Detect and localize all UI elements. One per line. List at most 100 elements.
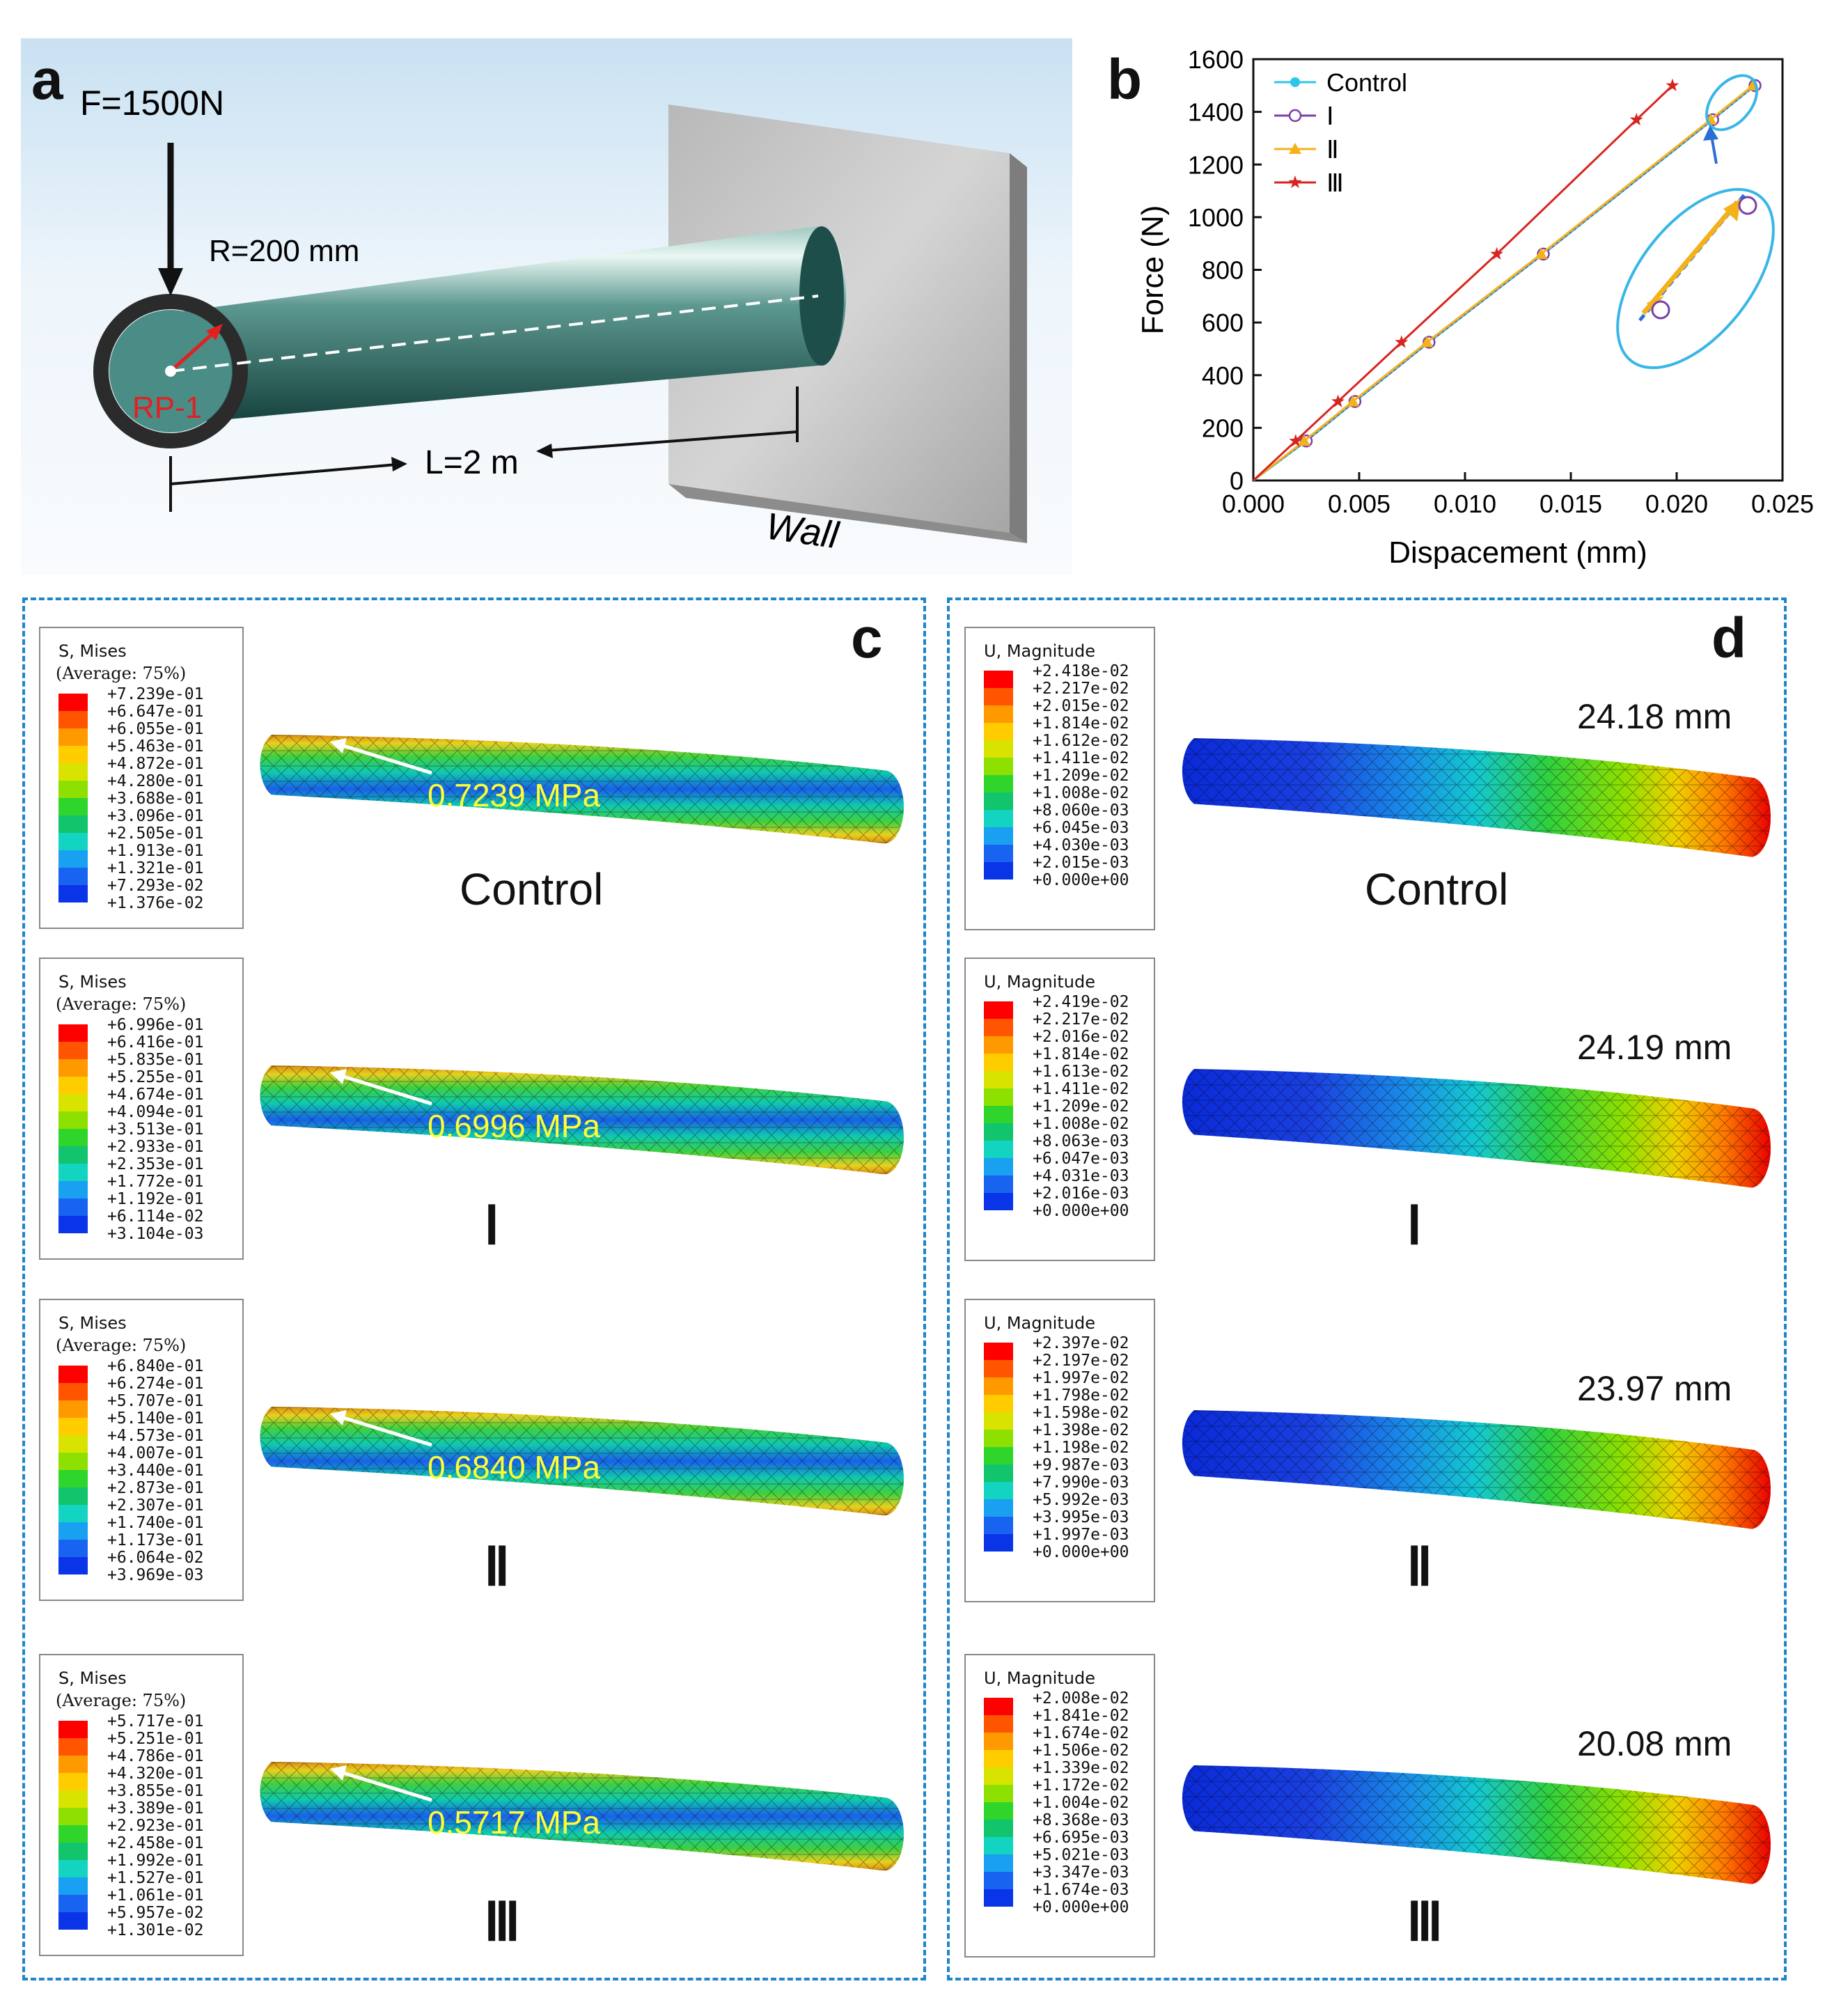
stress-3-legend-tick: +2.873e-01 [107, 1479, 204, 1497]
disp-1-legend-swatch [984, 845, 1013, 862]
stress-3-legend-tick: +5.707e-01 [107, 1392, 204, 1410]
stress-4-legend-tick: +5.957e-02 [107, 1904, 204, 1922]
disp-3-legend-tick: +1.997e-02 [1033, 1369, 1129, 1387]
stress-3-legend-tick: +5.140e-01 [107, 1409, 204, 1428]
stress-1-legend-swatch [58, 763, 88, 781]
radius-arrow [169, 329, 217, 373]
zoom-triangle-1 [1723, 198, 1741, 221]
stress-3-legend-swatch [58, 1522, 88, 1540]
stress-2-legend-swatch [58, 1198, 88, 1216]
stress-2-max-value: 0.6996 MPa [428, 1108, 601, 1144]
disp-1-legend-swatch [984, 862, 1013, 880]
disp-4-legend-swatch [984, 1872, 1013, 1889]
disp-1-legend-tick: +2.015e-02 [1033, 697, 1129, 715]
disp-4-legend-tick: +2.008e-02 [1033, 1689, 1129, 1708]
stress-4-legend-swatch [58, 1825, 88, 1843]
stress-1-beam [260, 735, 904, 844]
zoom-line-orange [1641, 200, 1739, 315]
disp-4-legend-tick: +1.339e-02 [1033, 1759, 1129, 1777]
stress-2-legend-swatch [58, 1164, 88, 1181]
disp-1-legend-tick: +2.418e-02 [1033, 662, 1129, 680]
stress-4-beam [260, 1762, 904, 1871]
stress-3-legend-tick: +4.007e-01 [107, 1444, 204, 1462]
disp-2-legend-tick: +1.814e-02 [1033, 1045, 1129, 1063]
disp-4-legend-swatch [984, 1767, 1013, 1785]
disp-1-legend-swatch [984, 705, 1013, 723]
stress-3-model-label: Ⅱ [484, 1538, 510, 1597]
dim-left-arrowhead [391, 457, 407, 471]
disp-2-legend-swatch [984, 1001, 1013, 1019]
stress-2-legend-swatch [58, 1129, 88, 1146]
stress-3-annotation-arrows [330, 1410, 432, 1505]
disp-2-legend-title: U, Magnitude [984, 972, 1095, 992]
legend-label-3: Ⅱ [1326, 135, 1339, 164]
disp-3-legend-swatch [984, 1517, 1013, 1534]
zoom-arrowhead [1703, 125, 1718, 141]
disp-2-legend-swatch [984, 1088, 1013, 1106]
disp-2-legend-tick: +2.016e-03 [1033, 1185, 1129, 1203]
stress-2-legend-swatch [58, 1216, 88, 1233]
stress-4-legend-tick: +1.992e-01 [107, 1852, 204, 1870]
disp-2-legend-swatch [984, 1175, 1013, 1193]
disp-2-legend-swatch [984, 1106, 1013, 1123]
disp-3-legend-tick: +1.997e-03 [1033, 1526, 1129, 1544]
stress-4-legend-swatch [58, 1843, 88, 1860]
stress-2-legend-swatch [58, 1059, 88, 1077]
disp-2-legend-swatch [984, 1071, 1013, 1088]
disp-4-legend-tick: +1.172e-02 [1033, 1776, 1129, 1795]
disp-1-legend-title: U, Magnitude [984, 641, 1095, 661]
zoom-ellipse-small [1705, 74, 1759, 132]
stress-3-legend-swatch [58, 1470, 88, 1487]
stress-2-legend-tick: +6.996e-01 [107, 1016, 204, 1034]
stress-3-legend-tick: +4.573e-01 [107, 1427, 204, 1445]
disp-2-beam [1182, 1069, 1771, 1188]
disp-1-legend-swatch [984, 758, 1013, 775]
pipe-ring [93, 294, 248, 448]
y-tick-label: 800 [1202, 256, 1244, 285]
disp-2-legend: U, Magnitude +2.419e-02 +2.217e-02 +2.016e-… [964, 958, 1155, 1261]
force-label: F=1500N [80, 84, 224, 123]
disp-3-legend-swatch [984, 1482, 1013, 1499]
stress-1-legend-swatch [58, 868, 88, 885]
x-tick-label: 0.005 [1328, 490, 1390, 518]
stress-2-annotation-arrows [330, 1069, 432, 1164]
disp-1-legend-tick: +1.008e-02 [1033, 784, 1129, 802]
disp-2-legend-swatch [984, 1054, 1013, 1071]
stress-2-legend-tick: +5.835e-01 [107, 1051, 204, 1069]
disp-3-legend-tick: +2.397e-02 [1033, 1334, 1129, 1352]
stress-1-legend-tick: +6.647e-01 [107, 703, 204, 721]
disp-1-legend-tick: +1.209e-02 [1033, 767, 1129, 785]
stress-2-legend-tick: +4.674e-01 [107, 1086, 204, 1104]
x-axis-label: Dispacement (mm) [1388, 536, 1647, 570]
disp-1-max-value: 24.18 mm [1577, 697, 1732, 736]
stress-3-max-value: 0.6840 MPa [428, 1449, 601, 1485]
y-tick-label: 0 [1230, 467, 1244, 495]
cantilever-schematic: F=1500N R=200 mm RP-1 L=2 m Wall [21, 38, 1072, 575]
stress-3-legend-tick: +6.274e-01 [107, 1375, 204, 1393]
pipe-end [799, 226, 844, 366]
stress-3-legend-swatch [58, 1540, 88, 1557]
stress-1-legend-tick: +7.293e-02 [107, 877, 204, 895]
stress-1-legend-swatch [58, 798, 88, 815]
stress-1-legend-swatch [58, 711, 88, 728]
panel-letter-a: a [31, 48, 63, 111]
disp-2-model-label: Ⅰ [1407, 1197, 1423, 1256]
disp-3-legend-swatch [984, 1377, 1013, 1395]
disp-1-legend-tick: +1.612e-02 [1033, 732, 1129, 750]
panel-a-schematic: F=1500N R=200 mm RP-1 L=2 m Wall [21, 38, 1072, 575]
disp-1-legend-swatch [984, 671, 1013, 688]
disp-1-legend-tick: +2.015e-03 [1033, 854, 1129, 872]
stress-4-legend-tick: +4.320e-01 [107, 1765, 204, 1783]
stress-2-legend: S, Mises (Average: 75%) +6.996e-01 +6.416e-… [39, 958, 244, 1260]
disp-2-beam-mesh [1182, 1069, 1771, 1188]
disp-4-legend-swatch [984, 1698, 1013, 1715]
stress-3-legend-swatch [58, 1400, 88, 1418]
stress-1-annotation-arrows [330, 738, 432, 833]
y-tick-label: 1200 [1188, 150, 1244, 179]
series-point-4 [1395, 335, 1409, 348]
legend-marker-4 [1288, 175, 1302, 189]
stress-2-beam [260, 1065, 904, 1175]
y-axis-label: Force (N) [1136, 205, 1170, 335]
disp-2-legend-swatch [984, 1019, 1013, 1036]
disp-2-legend-tick: +4.031e-03 [1033, 1167, 1129, 1185]
